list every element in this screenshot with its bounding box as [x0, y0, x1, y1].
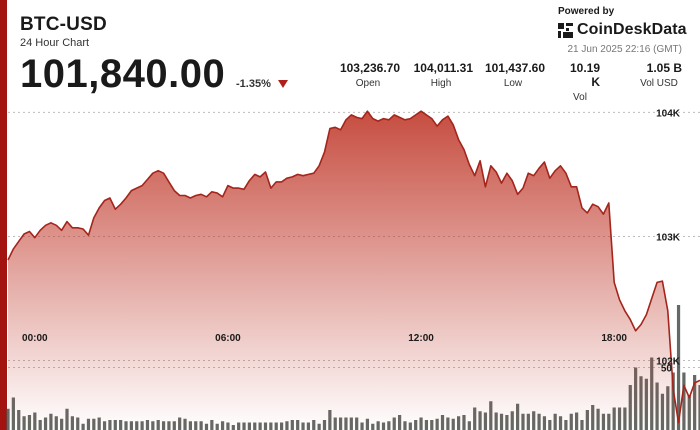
chart-subtitle: 24 Hour Chart — [20, 37, 90, 49]
x-tick-label: 00:00 — [22, 333, 48, 344]
volume-bar — [676, 305, 681, 430]
stat-volume-usd-label: Vol USD — [640, 78, 678, 89]
y-tick-label: 102K — [656, 357, 681, 368]
stat-volume: 10.19 K Vol — [560, 61, 600, 103]
stat-low-value: 101,437.60 — [484, 61, 545, 75]
stat-open-label: Open — [355, 78, 381, 89]
stat-high: 104,011.31 High — [409, 61, 473, 89]
x-tick-label: 18:00 — [601, 333, 627, 344]
stat-high-value: 104,011.31 — [413, 61, 473, 75]
stat-volume-value: 10.19 K — [569, 61, 600, 89]
brand-name: CoinDeskData — [577, 21, 687, 38]
left-accent-bar — [0, 0, 7, 430]
pair-title: BTC-USD — [20, 14, 107, 35]
stat-volume-usd: 1.05 B Vol USD — [636, 61, 682, 89]
powered-by-label: Powered by — [558, 6, 615, 17]
price-line — [7, 110, 700, 424]
stat-volume-label: Vol — [573, 92, 587, 103]
stat-open: 103,236.70 Open — [336, 61, 400, 89]
stat-open-value: 103,236.70 — [339, 61, 400, 75]
down-arrow-icon — [278, 80, 288, 88]
x-tick-label: 06:00 — [215, 333, 241, 344]
brand-logo: CoinDeskData — [558, 21, 687, 39]
x-tick-label: 12:00 — [408, 333, 434, 344]
price-area-fill — [8, 111, 700, 430]
y-tick-label: 103K — [656, 232, 681, 243]
price-area — [7, 110, 700, 430]
stat-high-label: High — [430, 78, 452, 89]
volume-tick-label: 50 — [661, 364, 673, 375]
stat-volume-usd-value: 1.05 B — [646, 61, 682, 75]
y-tick-label: 104K — [656, 108, 681, 119]
brand-mark-icon — [558, 22, 573, 38]
current-price: 101,840.00 — [20, 52, 226, 96]
timestamp: 21 Jun 2025 22:16 (GMT) — [567, 44, 682, 55]
stat-low-label: Low — [503, 78, 523, 89]
price-change: -1.35% — [236, 78, 271, 90]
stat-low: 101,437.60 Low — [481, 61, 545, 89]
